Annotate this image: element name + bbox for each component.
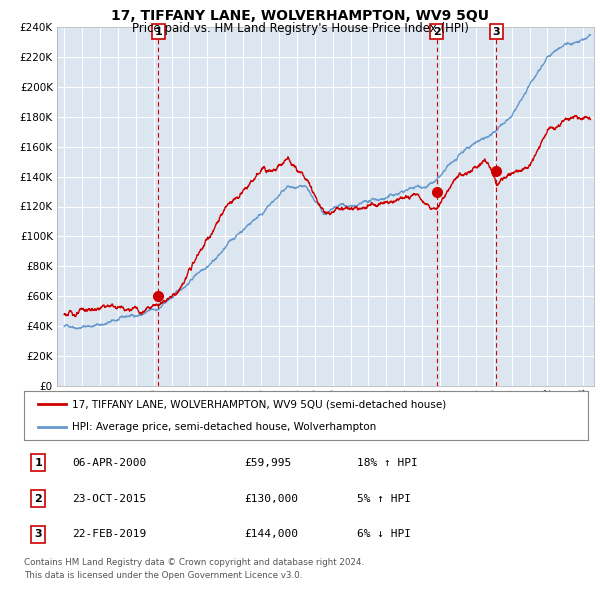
Text: 3: 3 [493,27,500,37]
Text: £144,000: £144,000 [244,529,298,539]
Text: 23-OCT-2015: 23-OCT-2015 [72,494,146,503]
Text: 1: 1 [155,27,163,37]
Text: 2: 2 [433,27,440,37]
Text: 2: 2 [34,494,42,503]
Text: Price paid vs. HM Land Registry's House Price Index (HPI): Price paid vs. HM Land Registry's House … [131,22,469,35]
Text: 3: 3 [34,529,42,539]
Text: 6% ↓ HPI: 6% ↓ HPI [357,529,411,539]
Text: 5% ↑ HPI: 5% ↑ HPI [357,494,411,503]
Text: £130,000: £130,000 [244,494,298,503]
Text: Contains HM Land Registry data © Crown copyright and database right 2024.: Contains HM Land Registry data © Crown c… [24,558,364,566]
Text: 22-FEB-2019: 22-FEB-2019 [72,529,146,539]
Text: 17, TIFFANY LANE, WOLVERHAMPTON, WV9 5QU: 17, TIFFANY LANE, WOLVERHAMPTON, WV9 5QU [111,9,489,23]
Text: 06-APR-2000: 06-APR-2000 [72,458,146,468]
Text: £59,995: £59,995 [244,458,291,468]
Text: This data is licensed under the Open Government Licence v3.0.: This data is licensed under the Open Gov… [24,571,302,579]
Text: 1: 1 [34,458,42,468]
Text: 18% ↑ HPI: 18% ↑ HPI [357,458,418,468]
Text: 17, TIFFANY LANE, WOLVERHAMPTON, WV9 5QU (semi-detached house): 17, TIFFANY LANE, WOLVERHAMPTON, WV9 5QU… [72,399,446,409]
Text: HPI: Average price, semi-detached house, Wolverhampton: HPI: Average price, semi-detached house,… [72,422,376,432]
